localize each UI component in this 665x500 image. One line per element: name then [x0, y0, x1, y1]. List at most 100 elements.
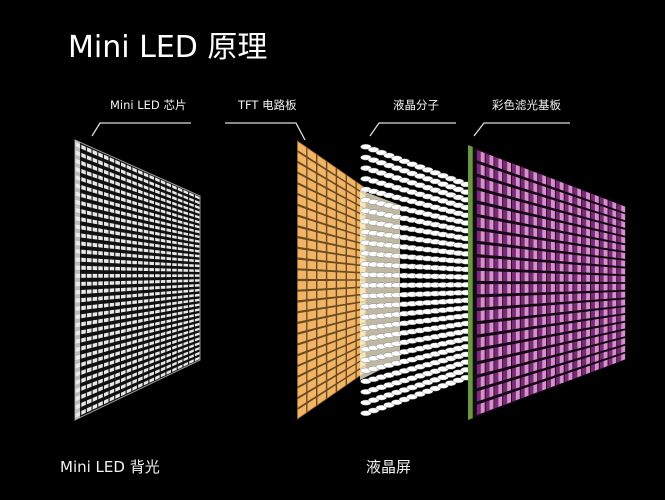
led-chip [160, 197, 166, 203]
filter-subpixel-pink [507, 247, 511, 257]
filter-subpixel-purple [608, 233, 613, 241]
led-chip [155, 286, 160, 290]
led-chip [115, 245, 120, 250]
filter-subpixel-pink [515, 319, 520, 329]
filter-subpixel-purple [617, 203, 622, 212]
led-chip [166, 364, 171, 369]
led-chip [81, 369, 86, 375]
led-chip [104, 361, 109, 367]
led-chip [86, 328, 92, 334]
label-led-chip: Mini LED 芯片 [110, 98, 187, 112]
led-chip [149, 199, 154, 205]
filter-subpixel-pink [498, 271, 503, 282]
filter-subpixel-pink [586, 302, 590, 310]
filter-subpixel-pink [603, 342, 608, 351]
filter-subpixel-purple [564, 253, 569, 262]
filter-subpixel-purple [485, 218, 490, 230]
filter-subpixel-purple [494, 372, 499, 383]
led-chip [92, 388, 98, 395]
filter-subpixel-pink [551, 220, 555, 230]
filter-subpixel-pink [542, 174, 547, 185]
led-chip [183, 300, 189, 304]
filter-subpixel-pink [507, 356, 511, 367]
led-chip [149, 310, 154, 315]
filter-subpixel-pink [533, 227, 538, 237]
filter-subpixel-pink [586, 237, 590, 246]
led-chip [166, 245, 171, 249]
filter-subpixel-pink [533, 295, 538, 304]
liquid-crystal-molecule [391, 155, 403, 162]
filter-subpixel-pink [621, 213, 626, 221]
filter-subpixel-purple [503, 333, 508, 344]
filter-subpixel-pink [489, 360, 494, 372]
filter-subpixel-purple [511, 307, 516, 318]
led-chip [81, 400, 86, 407]
led-chip [121, 376, 126, 383]
tft-cell [307, 240, 316, 250]
filter-subpixel-purple [494, 169, 499, 181]
led-chip [86, 163, 92, 169]
filter-subpixel-purple [485, 374, 490, 386]
filter-subpixel-pink [489, 335, 494, 346]
led-chip [75, 208, 81, 214]
led-chip [115, 202, 120, 208]
led-chip [172, 334, 177, 339]
filter-subpixel-pink [515, 260, 520, 270]
led-chip [189, 284, 194, 288]
led-chip [149, 341, 154, 346]
filter-subpixel-purple [564, 243, 569, 252]
tft-board [297, 140, 366, 420]
tft-cell [317, 327, 326, 338]
filter-subpixel-pink [577, 264, 582, 273]
tft-cell [347, 183, 356, 196]
filter-subpixel-pink [498, 333, 503, 344]
led-chip [177, 187, 183, 193]
filter-subpixel-pink [594, 221, 599, 230]
filter-subpixel-purple [564, 373, 569, 383]
led-chip [183, 205, 189, 210]
led-chip [92, 180, 98, 187]
filter-subpixel-pink [498, 196, 503, 207]
led-chip [132, 326, 137, 331]
tft-cell [307, 158, 316, 172]
filter-subpixel-purple [573, 341, 578, 350]
filter-subpixel-pink [621, 283, 626, 290]
led-chip [115, 372, 120, 378]
led-chip [75, 257, 81, 262]
led-chip [160, 331, 166, 337]
filter-subpixel-purple [599, 292, 604, 300]
led-chip [155, 225, 160, 230]
filter-subpixel-purple [617, 307, 622, 315]
filter-subpixel-purple [503, 160, 508, 171]
filter-subpixel-pink [515, 284, 520, 294]
led-chip [183, 289, 189, 293]
filter-subpixel-pink [480, 178, 485, 190]
tft-cell [347, 296, 356, 304]
filter-subpixel-purple [608, 349, 613, 358]
led-chip [86, 171, 92, 177]
filter-subpixel-purple [476, 217, 481, 228]
led-chip [121, 287, 126, 292]
filter-subpixel-purple [511, 391, 516, 402]
led-chip [155, 207, 160, 212]
led-chip [81, 289, 86, 294]
led-chip [149, 371, 154, 377]
led-chip [143, 274, 149, 278]
tft-cell [337, 203, 346, 214]
led-chip [86, 250, 92, 255]
filter-subpixel-purple [608, 225, 613, 233]
led-chip [121, 204, 126, 209]
filter-subpixel-pink [551, 231, 555, 240]
filter-subpixel-purple [599, 257, 604, 265]
filter-subpixel-purple [573, 322, 578, 331]
tft-cell [347, 208, 356, 219]
filter-subpixel-purple [547, 251, 551, 261]
led-chip [98, 273, 103, 278]
filter-subpixel-purple [476, 310, 481, 322]
filter-subpixel-pink [551, 357, 555, 367]
tft-cell [307, 270, 316, 279]
filter-subpixel-pink [586, 256, 590, 264]
filter-subpixel-pink [515, 366, 520, 377]
liquid-crystal-molecule [368, 146, 380, 153]
filter-subpixel-purple [555, 252, 560, 262]
